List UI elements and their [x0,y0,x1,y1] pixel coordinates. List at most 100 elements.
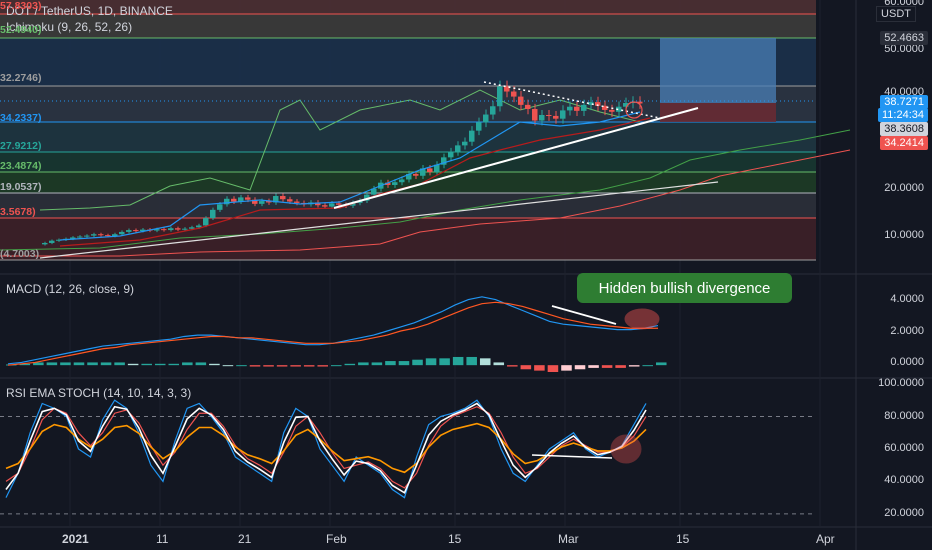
ichimoku-span-a [0,129,851,251]
macd-histogram-bar [466,356,477,366]
candle [273,196,279,203]
candle [476,122,482,131]
time-tick: Mar [558,532,579,546]
fib-zone [0,218,816,260]
fib-zone [0,172,816,193]
candle [434,164,440,173]
candle [329,203,335,207]
candle [140,229,146,231]
stoch-tick: 60.0000 [884,442,924,454]
stoch-k-line [5,399,647,499]
fib-level-label: 34.2337) [0,112,42,124]
candle [560,110,566,119]
stoch-tick: 20.0000 [884,507,924,519]
candle [392,182,398,185]
candle [154,229,160,231]
macd-histogram-bar [33,362,44,366]
candle [602,105,608,110]
macd-histogram-bar [236,365,247,367]
candle [49,240,55,243]
fib-zone [0,14,816,38]
long-trendline [39,181,719,259]
candle [336,203,342,205]
signal-line [7,301,658,366]
candle [105,235,111,237]
macd-histogram-bar [331,365,342,367]
macd-histogram-bar [87,362,98,366]
macd-histogram-bar [222,365,234,367]
symbol-title[interactable]: DOT / TetherUS, 1D, BINANCE [6,4,173,18]
candle [182,228,188,230]
candle [497,86,503,107]
stoch-main-line [5,402,647,494]
ichimoku-lagging [39,89,641,211]
currency-badge[interactable]: USDT [876,6,916,22]
macd-histogram-bar [520,365,532,370]
ichimoku-span-b [0,149,851,257]
candle [483,114,489,123]
fib-zone [0,122,816,152]
candle [287,199,293,202]
stoch-highlight [610,434,642,464]
candle [448,151,454,158]
candle [385,182,391,185]
candle [91,234,97,236]
candle [427,168,433,173]
candle [175,228,181,230]
time-tick: Apr [816,532,835,546]
price-marker: 38.7271 [880,95,928,109]
macd-histogram-bar [195,362,207,366]
macd-histogram-bar [19,363,31,366]
macd-line [7,296,659,365]
macd-histogram-bar [479,358,491,366]
candle [119,231,125,235]
macd-histogram-bar [452,356,464,366]
macd-histogram-bar [656,362,667,366]
macd-histogram-bar [209,363,220,366]
stoch-tick: 80.0000 [884,410,924,422]
macd-histogram-bar [127,363,139,366]
macd-histogram-bar [642,365,653,367]
candle [399,179,405,183]
candle [504,86,510,92]
stoch-title[interactable]: RSI EMA STOCH (14, 10, 14, 3, 3) [6,386,192,400]
candle [637,101,643,104]
macd-tick: 0.0000 [890,356,924,368]
macd-histogram-bar [507,365,518,367]
candle [98,234,104,236]
fib-level-label: 57.8303) [0,0,42,12]
candle [420,168,426,176]
candle [406,173,412,180]
macd-histogram-bar [290,365,301,367]
stoch-ema-line [5,422,647,474]
macd-histogram-bar [344,363,356,366]
target-zone [660,38,776,103]
candle [203,218,209,226]
time-tick: 2021 [62,532,89,546]
stoch-tick: 100.0000 [878,377,924,389]
candle [315,202,321,206]
time-tick: 21 [238,532,252,546]
macd-histogram-bar [574,365,586,370]
divergence-highlight [624,308,660,330]
stop-zone [660,103,776,122]
fib-level-label: 19.0537) [0,181,42,193]
macd-tick: 2.0000 [890,325,924,337]
macd-histogram-bar [398,361,410,366]
candle [77,236,83,238]
ichimoku-legend[interactable]: Ichimoku (9, 26, 52, 26) [6,20,133,34]
macd-histogram-bar [601,365,613,368]
price-marker: 34.2414 [880,136,928,150]
time-tick: 11 [156,532,169,546]
candle [224,198,230,205]
fib-zone [0,152,816,172]
candle [217,204,223,210]
time-tick: 15 [676,532,690,546]
divergence-annotation[interactable]: Hidden bullish divergence [577,273,792,303]
candle [294,201,300,203]
price-tick: 60.0000 [884,0,924,8]
fib-level-label: 3.5678) [0,206,36,218]
macd-histogram-bar [263,365,274,367]
macd-title[interactable]: MACD (12, 26, close, 9) [6,282,135,296]
